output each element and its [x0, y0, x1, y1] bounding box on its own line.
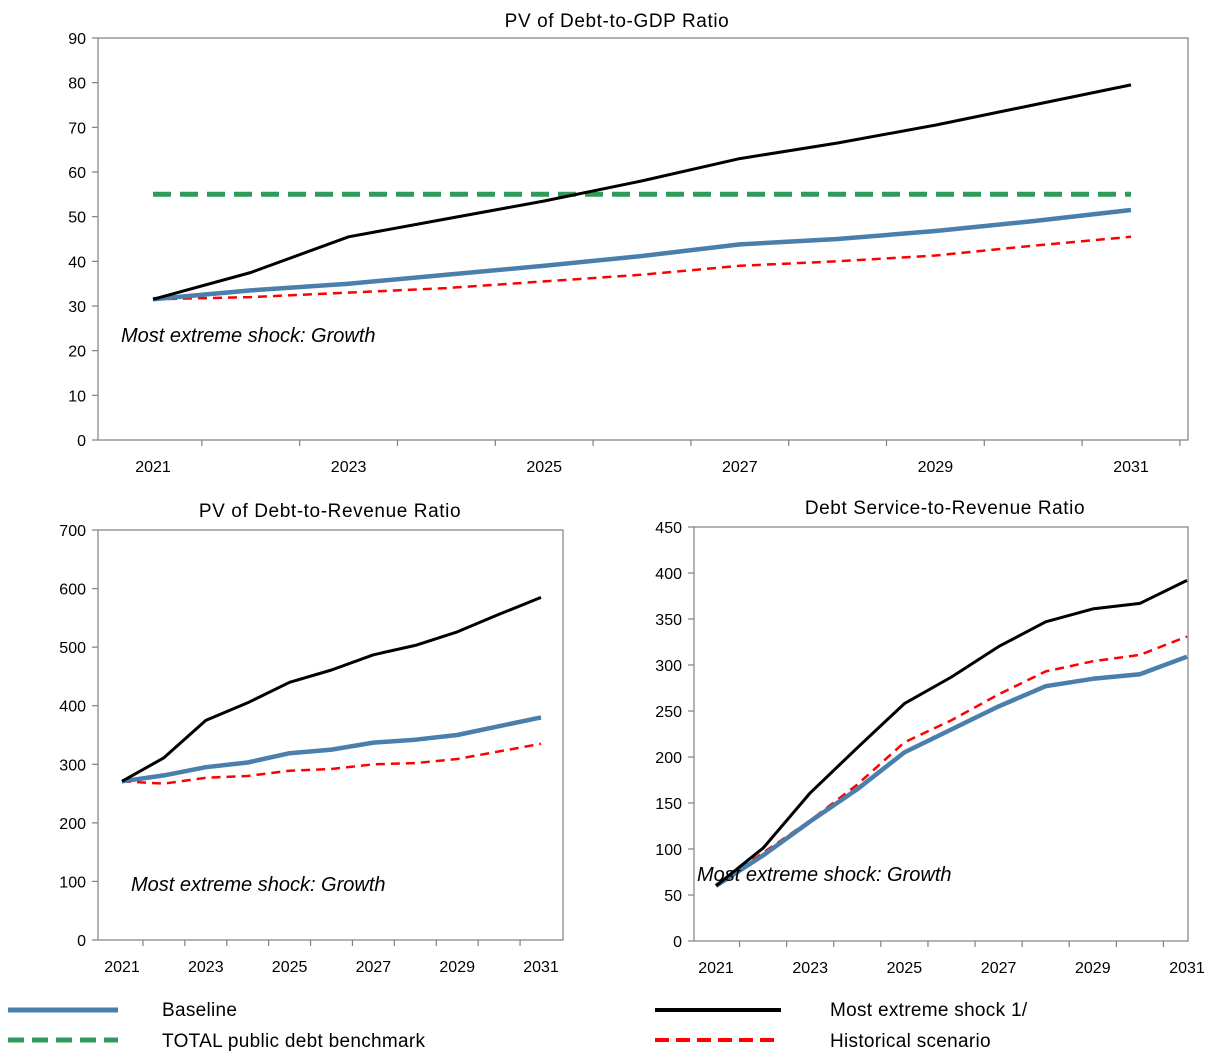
y-tick-label: 90	[68, 31, 86, 48]
y-tick-label: 450	[655, 520, 682, 537]
y-tick-label: 700	[59, 523, 86, 540]
series-layer	[714, 579, 1188, 888]
y-tick-label: 400	[59, 699, 86, 716]
y-tick-label: 50	[664, 888, 682, 905]
y-tick-label: 0	[673, 934, 682, 951]
x-tick-label: 2023	[188, 959, 224, 976]
series-line-baseline	[714, 654, 1188, 888]
y-tick-label: 600	[59, 582, 86, 599]
plot-border	[97, 37, 1189, 441]
series-layer	[121, 596, 542, 785]
y-tick-label: 300	[655, 658, 682, 675]
chart-annotation: Most extreme shock: Growth	[131, 874, 386, 896]
series-line-baseline	[152, 207, 1132, 302]
y-tick-label: 300	[59, 757, 86, 774]
series-line-shock	[152, 83, 1132, 301]
y-tick-label: 30	[68, 299, 86, 316]
debt-to-gdp-chart: PV of Debt-to-GDP Ratio 0 10 20 30 40 50 60 70 8…	[68, 11, 1189, 476]
chart-annotation: Most extreme shock: Growth	[121, 325, 376, 347]
x-tick-label: 2021	[135, 459, 171, 476]
series-line-historical	[121, 742, 542, 785]
series-line-shock	[121, 596, 542, 783]
x-tick-label: 2031	[1113, 459, 1149, 476]
x-tick-label: 2023	[792, 960, 828, 977]
y-tick-label: 70	[68, 120, 86, 137]
debt-service-to-revenue-chart: Debt Service-to-Revenue Ratio 0 50 100 150 2…	[655, 498, 1205, 977]
series-line-baseline	[121, 715, 542, 784]
y-tick-label: 20	[68, 344, 86, 361]
y-tick-label: 10	[68, 388, 86, 405]
chart-title: PV of Debt-to-GDP Ratio	[505, 11, 730, 32]
legend-label-benchmark: TOTAL public debt benchmark	[162, 1031, 426, 1052]
legend-label-shock: Most extreme shock 1/	[830, 1000, 1028, 1021]
x-tick-label: 2027	[981, 960, 1017, 977]
x-tick-label: 2029	[1075, 960, 1111, 977]
chart-title: Debt Service-to-Revenue Ratio	[805, 498, 1085, 519]
y-tick-label: 40	[68, 254, 86, 271]
y-tick-label: 50	[68, 210, 86, 227]
debt-to-revenue-chart: PV of Debt-to-Revenue Ratio 0 100 200 300 40…	[59, 501, 564, 976]
chart-annotation: Most extreme shock: Growth	[697, 864, 952, 886]
series-layer	[152, 83, 1132, 302]
y-tick-label: 400	[655, 566, 682, 583]
x-tick-label: 2027	[356, 959, 392, 976]
y-tick-label: 60	[68, 165, 86, 182]
y-tick-label: 150	[655, 796, 682, 813]
y-tick-label: 350	[655, 612, 682, 629]
chart-legend: Baseline Most extreme shock 1/ TOTAL pub…	[8, 1000, 1028, 1052]
chart-title: PV of Debt-to-Revenue Ratio	[199, 501, 461, 522]
x-tick-label: 2021	[104, 959, 140, 976]
y-tick-label: 500	[59, 640, 86, 657]
legend-label-baseline: Baseline	[162, 1000, 237, 1021]
y-tick-label: 200	[59, 816, 86, 833]
x-tick-label: 2029	[439, 959, 475, 976]
y-tick-label: 0	[77, 433, 86, 450]
plot-border	[693, 526, 1189, 942]
x-tick-label: 2025	[887, 960, 923, 977]
series-line-historical	[152, 235, 1132, 301]
axes-frame: 0 100 200 300 400 500 600 700 2021 2023 2025 2027 20…	[59, 523, 564, 976]
x-tick-label: 2025	[272, 959, 308, 976]
y-tick-label: 100	[655, 842, 682, 859]
x-tick-label: 2029	[918, 459, 954, 476]
series-line-shock	[715, 579, 1188, 887]
x-tick-label: 2025	[526, 459, 562, 476]
axes-frame: 0 10 20 30 40 50 60 70 80 90 2021 2023 2025 2027 2029 2…	[68, 31, 1189, 476]
y-tick-label: 100	[59, 874, 86, 891]
x-tick-label: 2027	[722, 459, 758, 476]
x-tick-label: 2031	[1169, 960, 1205, 977]
y-tick-label: 250	[655, 704, 682, 721]
plot-border	[97, 529, 564, 941]
x-tick-label: 2021	[698, 960, 734, 977]
y-tick-label: 0	[77, 933, 86, 950]
series-line-historical	[715, 635, 1188, 887]
y-tick-label: 80	[68, 76, 86, 93]
axes-frame: 0 50 100 150 200 250 300 350 400 450 2021 2023 2025 2…	[655, 520, 1205, 977]
x-tick-label: 2031	[523, 959, 559, 976]
y-tick-label: 200	[655, 750, 682, 767]
x-tick-label: 2023	[331, 459, 367, 476]
legend-label-historical: Historical scenario	[830, 1031, 991, 1052]
